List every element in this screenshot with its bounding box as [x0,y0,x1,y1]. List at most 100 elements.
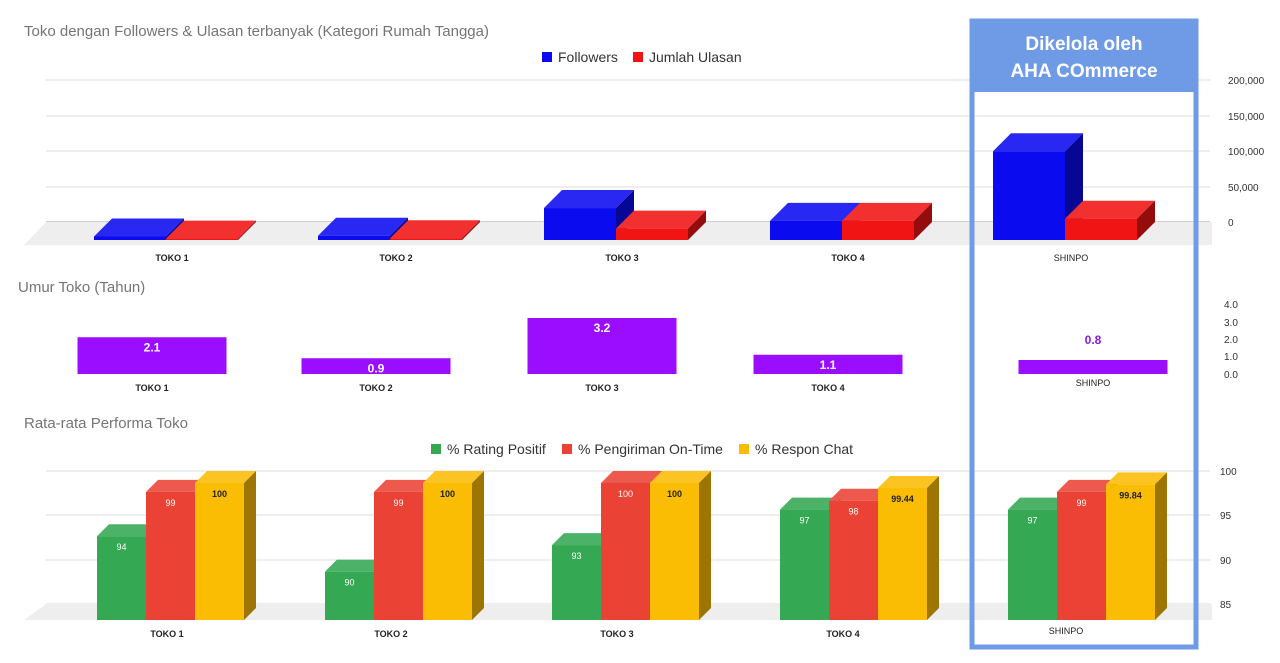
highlight-line1: Dikelola oleh [1025,34,1142,55]
chart3-bar-top [195,471,256,483]
chart3-x-label: TOKO 3 [600,629,633,639]
chart3-bar [1008,509,1057,620]
chart1-bar-side [914,202,932,240]
chart2-data-label: 0.8 [1085,333,1102,347]
chart3-data-label: 99 [1076,498,1086,508]
chart2-y-tick: 1.0 [1224,352,1238,363]
chart3-bar [146,491,195,620]
chart1-y-tick: 100,000 [1228,147,1265,158]
chart1-bar-top [1065,200,1155,219]
chart1-bar [770,220,842,240]
legend-jumlah-ulasan: Jumlah Ulasan [649,49,742,65]
highlight-header [972,21,1196,92]
chart1-title: Toko dengan Followers & Ulasan terbanyak… [24,23,489,40]
chart2-x-label: SHINPO [1076,378,1111,388]
legend-swatch-ulasan [633,52,643,62]
chart1-bar-top [166,220,256,239]
chart1-bar [544,208,616,240]
chart1-bar-top [318,217,408,236]
chart1-bar-side [238,220,256,240]
chart3-bar-top [146,479,207,492]
chart3-data-label: 93 [571,551,581,561]
chart2-bar [301,358,451,374]
chart3-bar-top [878,475,939,488]
chart3-bar [423,483,472,620]
chart3-bar [878,487,927,620]
chart2-x-label: TOKO 3 [585,383,618,393]
chart3-bar-top [97,524,158,537]
chart3-data-label: 98 [848,507,858,517]
chart3-x-label: TOKO 2 [374,629,407,639]
chart3-y-tick: 90 [1220,556,1232,567]
chart2-y-tick: 3.0 [1224,318,1238,329]
chart3-y-tick: 85 [1220,600,1232,611]
chart1-bar-top [390,220,480,239]
chart3-bar-top [374,479,435,492]
legend-swatch-pengiriman [562,444,572,454]
legend-followers: Followers [558,49,618,65]
chart3-bar-top [552,533,613,546]
chart2-title: Umur Toko (Tahun) [18,279,145,296]
chart1-x-label: TOKO 1 [155,253,188,263]
chart3-bar-top [1008,497,1069,510]
chart1-bar [993,151,1065,240]
chart1-x-label: TOKO 2 [379,253,412,263]
chart1-y-tick: 50,000 [1228,183,1259,194]
chart3-y-tick: 100 [1220,467,1237,478]
highlight-line2: AHA COmmerce [1010,61,1157,82]
chart3-data-label: 99 [393,498,403,508]
chart3-bar-side [244,471,256,620]
chart2-x-label: TOKO 1 [135,383,168,393]
chart2-y-tick: 4.0 [1224,300,1238,311]
legend-swatch-followers [542,52,552,62]
legend-respon-chat: % Respon Chat [755,441,853,457]
chart1-x-label: TOKO 4 [831,253,864,263]
chart3-bar [780,509,829,620]
chart3-data-label: 97 [1027,516,1037,526]
chart3-bar [325,571,374,620]
chart3-bar [829,500,878,620]
chart1-y-tick: 200,000 [1228,76,1265,87]
chart3-data-label: 100 [440,489,455,499]
chart3-x-label: SHINPO [1049,626,1084,636]
chart1-bar [1065,218,1137,240]
legend-swatch-rating [431,444,441,454]
chart1-bar [166,238,238,240]
chart3-data-label: 100 [618,489,633,499]
chart3-bar [97,536,146,620]
chart2-bar [77,337,227,374]
legend-rating-positif: % Rating Positif [447,441,546,457]
chart3-bar-side [699,471,711,620]
chart1-bar-top [770,202,860,221]
chart1-x-label: TOKO 3 [605,253,638,263]
chart3-data-label: 99.84 [1119,490,1142,500]
chart3-data-label: 94 [116,542,126,552]
chart1-y-tick: 0 [1228,218,1234,229]
chart3-bar-top [650,471,711,483]
chart3-bar-top [780,497,841,510]
chart3-bar [1106,484,1155,620]
chart2-y-tick: 2.0 [1224,335,1238,346]
chart2-data-label: 2.1 [144,340,161,354]
chart2-data-label: 1.1 [820,358,837,372]
chart3-data-label: 97 [799,516,809,526]
chart3-bar-top [601,471,662,483]
chart3-bar [374,491,423,620]
legend-swatch-respon [739,444,749,454]
chart1-bar-top [94,218,184,237]
chart3-data-label: 99.44 [891,494,914,504]
chart3-x-label: TOKO 4 [826,629,859,639]
chart1-bar-top [842,202,932,221]
chart3-bar-side [472,471,484,620]
chart2-y-tick: 0.0 [1224,370,1238,381]
chart3-plot: 100 95 90 85 94 99 100 TOKO 1 90 99 100 TOKO 2 93 100… [24,467,1237,639]
chart1-bar-side [1137,200,1155,240]
chart1-x-label: SHINPO [1054,253,1089,263]
chart3-data-label: 90 [344,578,354,588]
chart3-bar-top [829,488,890,501]
chart1-bar [390,238,462,240]
chart3-bar [601,483,650,620]
chart3-bar-side [1155,472,1167,620]
chart2-bar [1018,360,1168,374]
chart1-bar-top [993,133,1083,152]
